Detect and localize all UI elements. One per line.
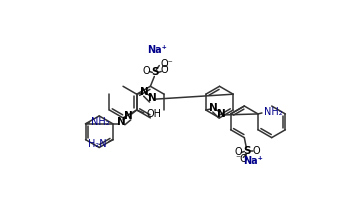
Text: N: N: [148, 93, 157, 103]
Text: Na⁺: Na⁺: [243, 156, 263, 166]
Text: N: N: [125, 111, 133, 121]
Text: ⁻O: ⁻O: [235, 154, 248, 164]
Text: N: N: [117, 117, 125, 127]
Text: NH₂: NH₂: [92, 117, 110, 127]
Text: O⁻: O⁻: [160, 59, 173, 69]
Text: H₂N: H₂N: [88, 139, 107, 148]
Text: O: O: [160, 65, 168, 75]
Text: OH: OH: [147, 109, 161, 119]
Text: O: O: [143, 66, 150, 77]
Text: S: S: [244, 146, 251, 157]
Text: O: O: [252, 146, 260, 157]
Text: N: N: [217, 109, 226, 119]
Text: N: N: [209, 103, 218, 113]
Text: N: N: [140, 87, 149, 97]
Text: NH₂: NH₂: [264, 107, 283, 117]
Text: Na⁺: Na⁺: [147, 45, 167, 55]
Text: S: S: [152, 68, 159, 77]
Text: O: O: [235, 147, 242, 157]
